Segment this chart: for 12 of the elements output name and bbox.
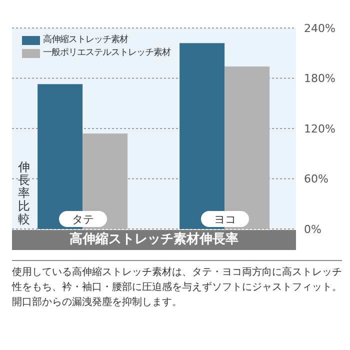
y-axis-title: 伸長率比較 bbox=[17, 160, 31, 226]
y-tick-label: 60% bbox=[304, 172, 328, 186]
y-tick-label: 0% bbox=[304, 222, 322, 236]
y-tick-label: 240% bbox=[304, 22, 336, 35]
y-tick-label: 180% bbox=[304, 72, 336, 86]
legend-label: 一般ポリエステルストレッチ素材 bbox=[43, 47, 170, 60]
y-tick-label: 120% bbox=[304, 122, 336, 136]
text: 使用している高伸縮ストレッチ素材は、タテ・ヨコ両方向に高ストレッチ性をもち、衿・袖口・腰部に圧迫感を与えずソフトにジャストフィット。開口部からの漏洩発塵を抑制します。 bbox=[12, 260, 342, 310]
legend-label: 高伸縮ストレッチ素材 bbox=[43, 34, 128, 47]
x-tick-label: ヨコ bbox=[214, 213, 236, 226]
x-tick-label: タテ bbox=[72, 213, 94, 226]
x-axis-title: 高伸縮ストレッチ素材伸長率 bbox=[12, 230, 296, 250]
